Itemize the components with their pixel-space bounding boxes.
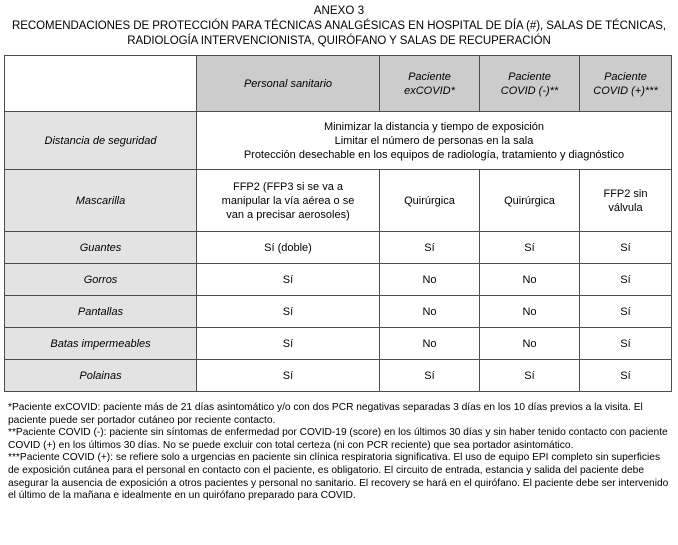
row-label-guantes: Guantes [4, 231, 197, 264]
table-row: Mascarilla FFP2 (FFP3 si se va a manipul… [4, 169, 672, 232]
cell-pantallas-covid-positivo: Sí [579, 295, 672, 328]
cell-guantes-covid-negativo: Sí [479, 231, 580, 264]
cell-polainas-covid-negativo: Sí [479, 359, 580, 392]
cell-distancia-all: Minimizar la distancia y tiempo de expos… [196, 111, 672, 170]
cell-polainas-covid-positivo: Sí [579, 359, 672, 392]
table-row: Polainas Sí Sí Sí Sí [4, 359, 672, 392]
row-label-polainas: Polainas [4, 359, 197, 392]
cell-mascarilla-personal-sanitario: FFP2 (FFP3 si se va a manipular la vía a… [196, 169, 380, 232]
table-container: Personal sanitario Paciente exCOVID* Pac… [0, 49, 678, 392]
cell-gorros-covid-negativo: No [479, 263, 580, 296]
table-corner-cell [4, 55, 197, 112]
annex-label: ANEXO 3 [313, 5, 365, 17]
cell-polainas-excovid: Sí [379, 359, 480, 392]
footnote-covid-negativo: **Paciente COVID (-): paciente sin sínto… [8, 427, 668, 451]
table-row: Distancia de seguridad Minimizar la dist… [4, 111, 672, 170]
table-row: Gorros Sí No No Sí [4, 263, 672, 296]
footnote-covid-positivo: ***Paciente COVID (+): se refiere solo a… [8, 452, 669, 502]
page-title: RECOMENDACIONES DE PROTECCIÓN PARA TÉCNI… [12, 20, 666, 47]
row-label-distancia-de-seguridad: Distancia de seguridad [4, 111, 197, 170]
row-label-gorros: Gorros [4, 263, 197, 296]
footnotes-block: *Paciente exCOVID: paciente más de 21 dí… [0, 392, 678, 503]
table-row: Batas impermeables Sí No No Sí [4, 327, 672, 360]
footnote-excovid: *Paciente exCOVID: paciente más de 21 dí… [8, 402, 643, 426]
row-label-pantallas: Pantallas [4, 295, 197, 328]
cell-batas-excovid: No [379, 327, 480, 360]
cell-gorros-personal-sanitario: Sí [196, 263, 380, 296]
cell-pantallas-excovid: No [379, 295, 480, 328]
cell-guantes-covid-positivo: Sí [579, 231, 672, 264]
cell-mascarilla-covid-positivo: FFP2 sin válvula [579, 169, 672, 232]
column-header-paciente-covid-negativo: Paciente COVID (-)** [479, 55, 580, 112]
row-label-mascarilla: Mascarilla [4, 169, 197, 232]
column-header-paciente-covid-positivo: Paciente COVID (+)*** [579, 55, 672, 112]
cell-gorros-excovid: No [379, 263, 480, 296]
cell-batas-covid-positivo: Sí [579, 327, 672, 360]
cell-mascarilla-excovid: Quirúrgica [379, 169, 480, 232]
cell-guantes-excovid: Sí [379, 231, 480, 264]
cell-gorros-covid-positivo: Sí [579, 263, 672, 296]
table-body: Distancia de seguridad Minimizar la dist… [4, 111, 672, 392]
table-row: Pantallas Sí No No Sí [4, 295, 672, 328]
cell-guantes-personal-sanitario: Sí (doble) [196, 231, 380, 264]
table-header: Personal sanitario Paciente exCOVID* Pac… [4, 55, 672, 112]
cell-pantallas-covid-negativo: No [479, 295, 580, 328]
table-header-row: Personal sanitario Paciente exCOVID* Pac… [4, 55, 672, 112]
cell-pantallas-personal-sanitario: Sí [196, 295, 380, 328]
column-header-personal-sanitario: Personal sanitario [196, 55, 380, 112]
title-block: ANEXO 3 RECOMENDACIONES DE PROTECCIÓN PA… [0, 0, 678, 49]
cell-batas-personal-sanitario: Sí [196, 327, 380, 360]
row-label-batas-impermeables: Batas impermeables [4, 327, 197, 360]
cell-batas-covid-negativo: No [479, 327, 580, 360]
cell-mascarilla-covid-negativo: Quirúrgica [479, 169, 580, 232]
column-header-paciente-excovid: Paciente exCOVID* [379, 55, 480, 112]
cell-polainas-personal-sanitario: Sí [196, 359, 380, 392]
recommendations-table: Personal sanitario Paciente exCOVID* Pac… [4, 55, 672, 392]
table-row: Guantes Sí (doble) Sí Sí Sí [4, 231, 672, 264]
